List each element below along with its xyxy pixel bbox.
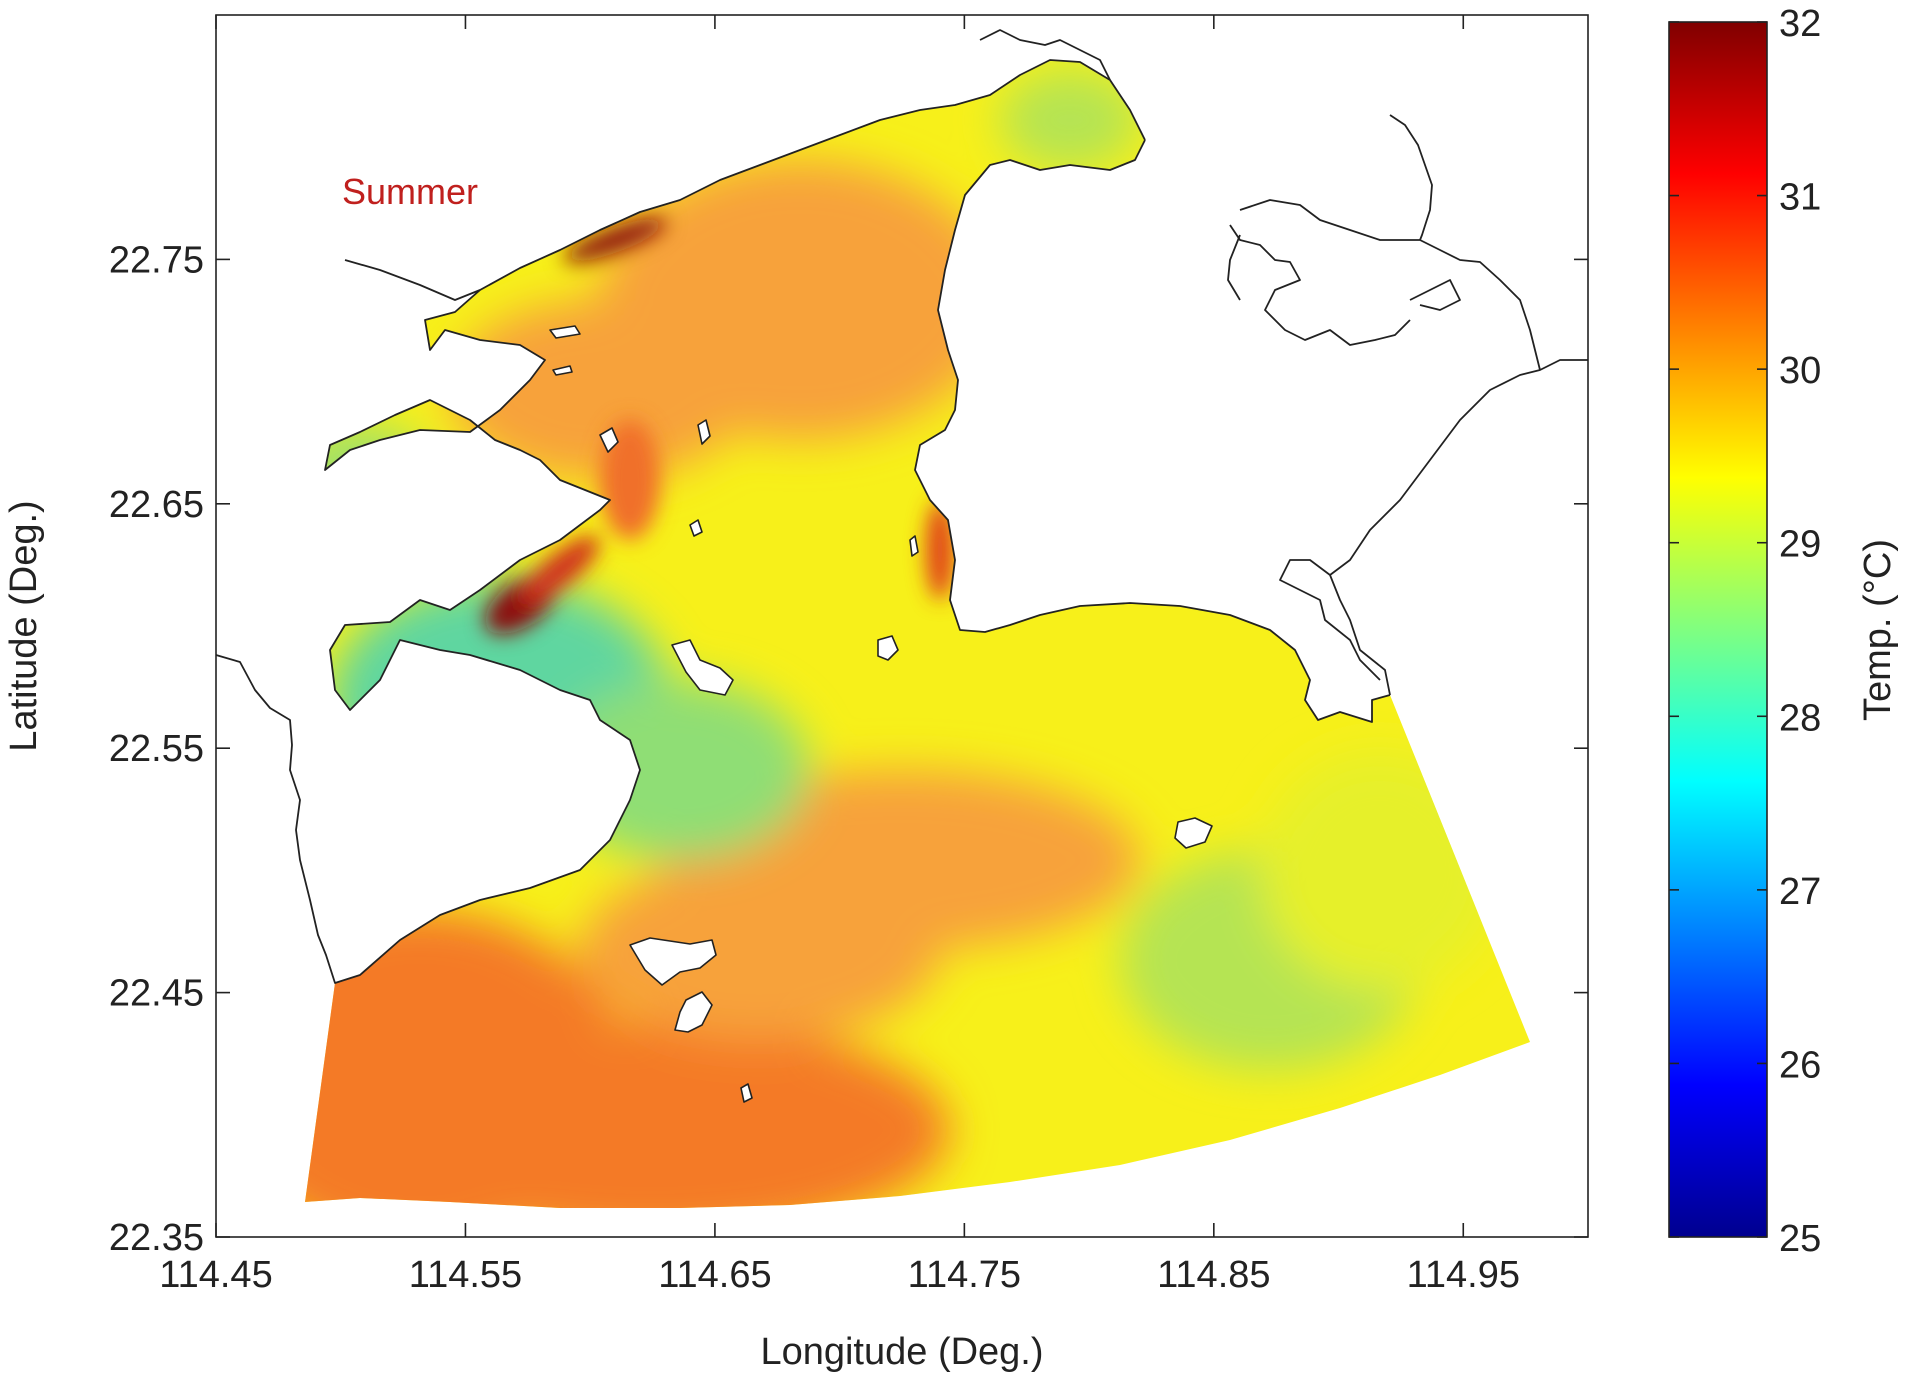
colorbar-tick-label: 26 [1779, 1044, 1821, 1086]
island [740, 1083, 753, 1103]
y-tick-label: 22.45 [109, 973, 204, 1015]
colorbar-ticks: 25 26 27 28 29 30 31 32 [1669, 3, 1821, 1260]
x-tick-label: 114.85 [1157, 1254, 1270, 1296]
coastline-east-peninsula [914, 139, 1391, 723]
y-tick-label: 22.65 [109, 484, 204, 526]
river-east-4 [1227, 234, 1241, 301]
y-axis-ticks: 22.35 22.45 22.55 22.65 22.75 [109, 239, 1588, 1259]
colorbar-tick-label: 25 [1779, 1218, 1821, 1260]
colorbar-tick-label: 27 [1779, 871, 1821, 913]
islands [549, 325, 1213, 1103]
axes-frame [215, 14, 1589, 1238]
season-label: Summer [342, 171, 478, 212]
river-east-2 [1389, 114, 1433, 241]
coastlines [215, 29, 1588, 984]
island [629, 937, 717, 986]
colorbar-label: Temp. (°C) [1857, 539, 1899, 721]
colorbar-tick-label: 29 [1779, 524, 1821, 566]
colorbar-tick-label: 28 [1779, 697, 1821, 739]
island [552, 365, 573, 376]
island [549, 325, 581, 339]
y-tick-label: 22.35 [109, 1217, 204, 1259]
island [674, 991, 713, 1033]
coastline-north-rivers [979, 29, 1111, 81]
coastline-northwest-inlet [344, 259, 481, 301]
river-east-3 [1229, 224, 1411, 346]
island [1174, 817, 1213, 849]
river-east-5 [1409, 279, 1461, 311]
river-east [1239, 199, 1541, 371]
island [689, 519, 703, 537]
colorbar [1668, 21, 1768, 1238]
x-tick-label: 114.55 [409, 1254, 522, 1296]
island [909, 535, 919, 557]
colorbar-tick-label: 32 [1779, 3, 1821, 45]
y-tick-label: 22.55 [109, 728, 204, 770]
y-axis-label: Latitude (Deg.) [3, 500, 45, 751]
y-tick-label: 22.75 [109, 239, 204, 281]
island [599, 427, 619, 453]
x-tick-label: 114.75 [908, 1254, 1021, 1296]
x-tick-label: 114.65 [658, 1254, 771, 1296]
colorbar-tick-label: 31 [1779, 177, 1821, 219]
x-tick-label: 114.45 [159, 1254, 272, 1296]
island [697, 419, 711, 445]
colorbar-tick-label: 30 [1779, 350, 1821, 392]
coastline-east-land [1279, 359, 1588, 696]
x-tick-label: 114.95 [1407, 1254, 1520, 1296]
island [877, 635, 899, 661]
island [671, 639, 734, 696]
x-axis-label: Longitude (Deg.) [760, 1331, 1043, 1373]
x-axis-ticks: 114.45 114.55 114.65 114.75 114.85 114.95 [159, 15, 1520, 1296]
coastline-west [215, 59, 1146, 984]
